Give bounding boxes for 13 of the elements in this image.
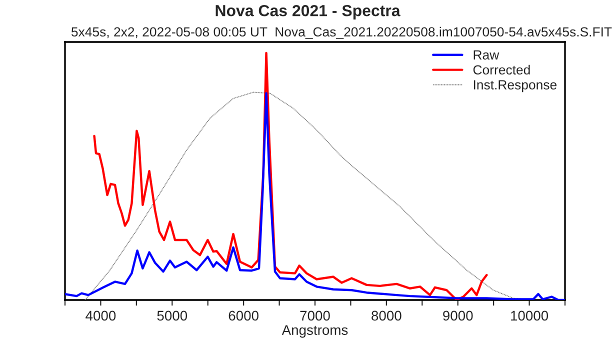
chart-title: Nova Cas 2021 - Spectra	[216, 4, 400, 20]
x-tick-label: 9000	[443, 310, 473, 321]
x-tick-label: 8000	[372, 310, 402, 321]
legend-label: Corrected	[473, 64, 530, 75]
x-tick-label: 4000	[86, 310, 116, 321]
legend-label: Inst.Response	[474, 80, 556, 92]
x-tick-label: 5000	[157, 310, 188, 321]
x-axis-title: Angstroms	[282, 325, 348, 338]
legend-label: Raw	[474, 50, 500, 60]
chart-subtitle: 5x45s, 2x2, 2022-05-08 00:05 UT Nova_Cas_2021.20220508.im1007050-54.av5x45s.S.FIT	[71, 26, 612, 40]
x-tick-label: 6000	[228, 310, 258, 321]
x-tick-label: 7000	[300, 310, 330, 321]
x-tick-label: 10000	[511, 310, 548, 321]
